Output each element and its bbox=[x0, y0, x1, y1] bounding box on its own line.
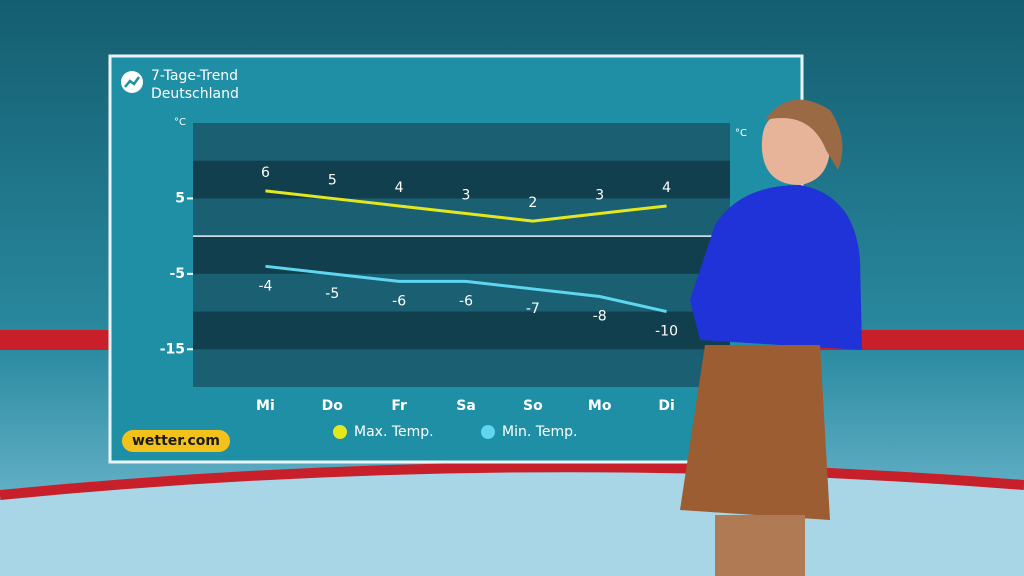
y-tick-label: -5 bbox=[169, 266, 185, 282]
legend-swatch bbox=[333, 425, 347, 439]
value-label: -7 bbox=[526, 301, 540, 317]
logo-badge bbox=[122, 430, 230, 452]
series-line bbox=[265, 264, 667, 314]
value-label: -5 bbox=[325, 286, 339, 302]
value-label: -6 bbox=[392, 293, 406, 309]
plot: 5 -5 -15 Mi Do Fr Sa So Mo Di 6 5 4 3 2 3 4 Max. Temp. -4 -… bbox=[160, 123, 730, 440]
value-label: 2 bbox=[528, 195, 537, 211]
x-tick-label: Fr bbox=[391, 398, 407, 414]
presenter-skirt bbox=[680, 345, 830, 520]
value-label: -4 bbox=[258, 278, 272, 294]
value-label: 6 bbox=[261, 165, 270, 181]
value-label: 4 bbox=[395, 180, 404, 196]
floor-stripe bbox=[0, 462, 1024, 500]
legend-label: Max. Temp. bbox=[354, 424, 434, 440]
presenter-legs bbox=[715, 515, 805, 576]
value-label: -10 bbox=[655, 324, 678, 340]
legend-swatch bbox=[481, 425, 495, 439]
x-tick-label: Sa bbox=[456, 398, 476, 414]
x-tick-label: Mo bbox=[588, 398, 612, 414]
y-unit-right: °C bbox=[735, 128, 747, 139]
legend-label: Min. Temp. bbox=[502, 424, 578, 440]
trend-icon-arrow bbox=[124, 76, 141, 88]
value-label: 4 bbox=[662, 180, 671, 196]
y-tick-label: 5 bbox=[175, 190, 185, 206]
series-line bbox=[265, 189, 667, 223]
chart-title: 7-Tage-Trend bbox=[151, 68, 238, 84]
x-tick-label: Di bbox=[658, 398, 674, 414]
chart-subtitle: Deutschland bbox=[151, 86, 239, 102]
value-label: 5 bbox=[328, 172, 337, 188]
presenter bbox=[680, 99, 862, 576]
presenter-top bbox=[690, 185, 862, 350]
value-label: -8 bbox=[593, 308, 607, 324]
x-tick-label: Mi bbox=[256, 398, 275, 414]
band bbox=[193, 311, 730, 350]
y-unit: °C bbox=[174, 117, 186, 128]
value-label: 3 bbox=[595, 188, 604, 204]
presenter-hair bbox=[765, 99, 843, 170]
x-tick-label: So bbox=[523, 398, 543, 414]
presenter-head bbox=[761, 114, 830, 185]
value-label: -6 bbox=[459, 293, 473, 309]
x-tick-label: Do bbox=[322, 398, 344, 414]
logo: wetter.com bbox=[132, 433, 220, 449]
y-tick-label: -15 bbox=[160, 341, 185, 357]
value-label: 3 bbox=[462, 188, 471, 204]
